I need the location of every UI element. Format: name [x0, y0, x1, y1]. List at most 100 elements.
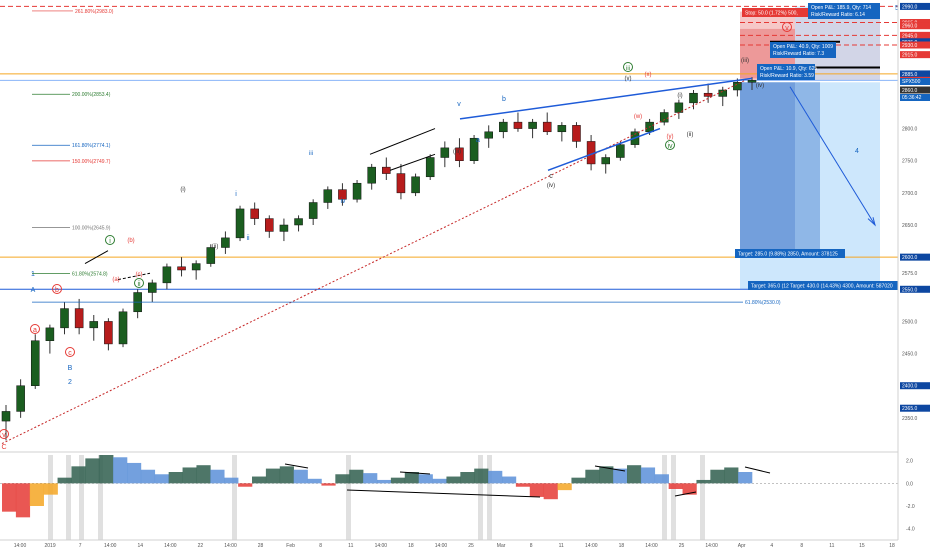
wave-label: i [235, 191, 237, 198]
macd-bar [377, 479, 392, 484]
date-tick-label: 18 [408, 543, 414, 549]
divergence-line [399, 471, 431, 475]
session-shade [700, 455, 705, 540]
wave-label: ii [246, 235, 250, 242]
wedge-upper [369, 128, 436, 155]
session-shade [48, 455, 53, 540]
price-tick-label: 2450.0 [902, 352, 918, 358]
divergence-line [594, 465, 626, 472]
macd-bar [710, 469, 725, 484]
date-tick-label: 14:00 [375, 543, 388, 549]
wave-label-circle [134, 278, 144, 288]
macd-bar [696, 479, 711, 484]
wave-label: (ii) [212, 244, 219, 250]
wave-label: i [109, 238, 111, 245]
position-box-target [748, 281, 920, 290]
session-shade [662, 455, 667, 540]
price-axis: 2990.02965.02960.02945.02935.02930.02915… [897, 0, 932, 550]
macd-bar [71, 466, 86, 484]
macd-bar [363, 473, 378, 484]
macd-bar [335, 474, 350, 484]
price-tick-label: 2915.0 [902, 53, 918, 59]
candle-body [235, 208, 245, 239]
macd-bar [585, 469, 600, 484]
candle-body [265, 218, 274, 232]
position-text: Risk/Reward Ratio: 6.14 [811, 12, 865, 18]
wave-label: C [1, 444, 6, 451]
candle-body [177, 266, 186, 271]
wave-label: c [549, 173, 553, 180]
countdown-label: 05:36:42 [902, 95, 922, 101]
wave-label: b [502, 96, 506, 103]
date-tick-label: 11 [829, 543, 834, 549]
wave-label: c [68, 350, 72, 357]
macd-bar [2, 483, 17, 512]
position-box-pl [808, 3, 880, 19]
price-tick-label: 2885.0 [902, 72, 918, 78]
date-tick-label: Apr [738, 543, 746, 549]
macd-bar [127, 462, 142, 484]
wave-label: v [2, 432, 6, 439]
macd-bar [307, 478, 322, 484]
macd-bar [418, 474, 433, 484]
position-text: Open P&L: 40.9, Qty: 1009 [773, 44, 833, 50]
wave-label: 1 [31, 271, 35, 278]
price-tick-label: 2700.0 [902, 191, 918, 197]
date-tick-label: 25 [468, 543, 474, 549]
macd-bar [182, 467, 197, 484]
candle-body [162, 266, 172, 284]
macd-bar [15, 483, 31, 518]
macd-bar [488, 470, 503, 484]
wave-label: iii [309, 151, 313, 157]
candle-body [469, 137, 479, 161]
wave-label-circle [623, 62, 633, 72]
macd-bar [627, 465, 642, 484]
candle-body [60, 308, 69, 329]
wave-label-circle [0, 429, 9, 439]
candle-body [367, 166, 376, 184]
date-tick-label: 14:00 [645, 543, 658, 549]
candle-body [118, 311, 128, 345]
macd-pane [0, 455, 898, 518]
wave-label: (i) [180, 187, 185, 193]
price-tick-tag [900, 382, 930, 390]
date-tick-label: 14:00 [224, 543, 237, 549]
wave-label: v [785, 25, 789, 32]
candle-body [338, 189, 347, 200]
price-tick-label: 2800.0 [902, 127, 918, 133]
price-tick-label: 2575.0 [902, 271, 918, 277]
macd-bar [238, 483, 253, 487]
price-tick-label: 2400.0 [902, 384, 918, 390]
price-tick-label: 2750.0 [902, 159, 918, 165]
macd-tick-label: 2.0 [906, 459, 913, 465]
candle-body [484, 131, 493, 139]
candle-body [455, 147, 464, 161]
wave-label: (iii) [741, 58, 749, 64]
price-tick-tag [900, 51, 930, 59]
macd-bar [543, 483, 558, 500]
price-tick-label: 2365.0 [902, 406, 918, 412]
session-shade [487, 455, 492, 540]
candle-body [396, 173, 406, 194]
candle-body [601, 157, 610, 165]
wave-label: B [68, 365, 73, 372]
macd-bar [738, 472, 753, 484]
wave-label-circle [782, 22, 792, 32]
fib-level-label: 261.80%(2983.0) [75, 9, 114, 15]
wave-label: (iii) [453, 149, 461, 155]
candle-body [425, 157, 435, 178]
price-tick-tag [900, 2, 930, 10]
wave-label: A [31, 287, 36, 294]
macd-bar [99, 455, 114, 484]
macd-bar [168, 472, 183, 484]
candle-body [440, 147, 450, 158]
wave-label: (iv) [756, 83, 764, 89]
price-tick-tag [900, 70, 930, 78]
candle-body [148, 282, 157, 293]
macd-bar [515, 483, 531, 487]
price-tick-tag [900, 285, 930, 293]
date-tick-label: 7 [79, 543, 82, 549]
wave-label: 2 [68, 379, 72, 386]
wave-label: a [476, 137, 480, 144]
date-tick-label: 8 [800, 543, 803, 549]
